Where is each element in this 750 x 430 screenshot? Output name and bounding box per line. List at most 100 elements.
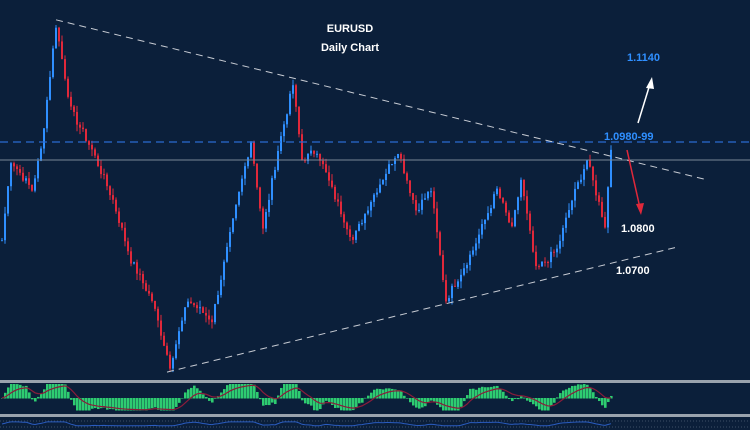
- candle-body: [409, 180, 411, 194]
- oscillator-bar: [265, 398, 268, 406]
- candle-body: [484, 219, 486, 225]
- oscillator-bar: [505, 395, 508, 399]
- candle-body: [313, 150, 315, 154]
- oscillator-bar: [298, 391, 301, 399]
- candle-body: [448, 298, 450, 302]
- oscillator-bar: [334, 398, 337, 409]
- oscillator-bar: [478, 387, 481, 399]
- candle-body: [250, 141, 252, 158]
- candle-body: [211, 319, 213, 323]
- candle-body: [586, 160, 588, 170]
- candle-body: [463, 268, 465, 275]
- candle-body: [535, 251, 537, 267]
- candle-body: [166, 345, 168, 355]
- candle-body: [598, 195, 600, 202]
- oscillator-bar: [187, 389, 190, 399]
- candle-body: [316, 153, 318, 155]
- oscillator-bar: [484, 387, 487, 399]
- candle-body: [37, 160, 39, 179]
- candle-body: [181, 320, 183, 332]
- oscillator-bar: [154, 398, 157, 408]
- candle-body: [61, 41, 63, 60]
- oscillator-bar: [184, 392, 187, 399]
- lower-trendline: [166, 246, 678, 373]
- oscillator-bar: [529, 398, 532, 403]
- oscillator-bar: [145, 398, 148, 411]
- candle-body: [337, 199, 339, 202]
- candle-body: [247, 157, 249, 167]
- candle-body: [469, 254, 471, 265]
- candle-body: [556, 248, 558, 253]
- oscillator-bar: [82, 398, 85, 411]
- candle-body: [328, 172, 330, 181]
- oscillator-bar: [349, 398, 352, 411]
- candle-body: [436, 208, 438, 233]
- oscillator-bar: [193, 385, 196, 399]
- oscillator-bar: [112, 398, 115, 410]
- oscillator-bar: [472, 388, 475, 399]
- oscillator-bar: [379, 388, 382, 399]
- candle-body: [355, 230, 357, 240]
- oscillator-bar: [448, 398, 451, 411]
- candle-body: [283, 124, 285, 137]
- oscillator-bar: [475, 389, 478, 399]
- candle-body: [172, 358, 174, 369]
- oscillator-bar: [127, 398, 130, 411]
- candle-body: [541, 261, 543, 267]
- candle-body: [331, 180, 333, 187]
- candle-body: [529, 213, 531, 231]
- candle-body: [145, 283, 147, 291]
- candle-body: [202, 307, 204, 313]
- candle-body: [514, 210, 516, 227]
- candle-body: [583, 169, 585, 180]
- candle-body: [121, 222, 123, 228]
- candle-body: [235, 204, 237, 219]
- oscillator-bar: [304, 398, 307, 404]
- oscillator-bar: [202, 394, 205, 399]
- oscillator-bar: [10, 384, 13, 399]
- candle-body: [97, 155, 99, 167]
- candle-body: [79, 124, 81, 128]
- oscillator-bar: [124, 398, 127, 411]
- candle-body: [502, 197, 504, 203]
- oscillator-bar: [157, 398, 160, 410]
- oscillator-bar: [31, 398, 34, 400]
- oscillator-bar: [526, 398, 529, 401]
- candle-body: [394, 158, 396, 165]
- candle-body: [322, 160, 324, 165]
- oscillator-bar: [565, 389, 568, 399]
- oscillator-bar: [163, 398, 166, 411]
- oscillator-bar: [469, 388, 472, 399]
- oscillator-bar: [160, 398, 163, 411]
- candle-body: [196, 305, 198, 309]
- oscillator-bar: [589, 388, 592, 399]
- candle-body: [511, 222, 513, 227]
- oscillator-bar: [301, 398, 304, 401]
- candle-body: [400, 153, 402, 159]
- candle-body: [559, 240, 561, 249]
- candle-body: [427, 191, 429, 199]
- candle-body: [298, 106, 300, 135]
- candle-body: [547, 261, 549, 263]
- candle-body: [496, 188, 498, 195]
- candle-body: [550, 251, 552, 263]
- candle-body: [499, 188, 501, 198]
- oscillator-bar: [118, 398, 121, 411]
- oscillator-bar: [169, 398, 172, 411]
- candle-body: [538, 266, 540, 268]
- candle-body: [73, 106, 75, 112]
- candle-body: [142, 274, 144, 284]
- candle-body: [43, 128, 45, 149]
- candle-body: [139, 273, 141, 275]
- candle-body: [34, 178, 36, 191]
- candle-body: [148, 290, 150, 294]
- oscillator-bar: [313, 398, 316, 411]
- oscillator-bar: [457, 398, 460, 411]
- oscillator-bar: [358, 398, 361, 404]
- candle-body: [439, 232, 441, 255]
- candle-body: [208, 315, 210, 320]
- candle-body: [595, 180, 597, 196]
- candle-body: [421, 199, 423, 210]
- candle-body: [418, 209, 420, 211]
